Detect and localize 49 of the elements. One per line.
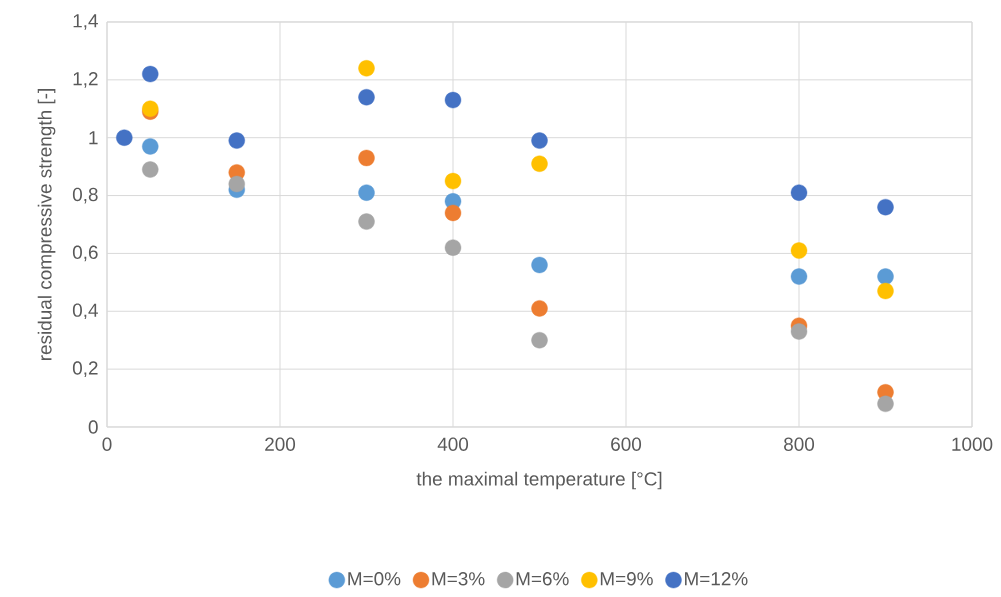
point (142, 138, 159, 155)
y-tick-label: 0,4 (72, 303, 98, 320)
point (877, 268, 894, 285)
x-tick-label: 0 (102, 437, 112, 451)
point (142, 65, 159, 83)
y-tick-label: 0 (88, 420, 98, 434)
point (228, 175, 245, 193)
point (531, 332, 548, 349)
x-tick-label: 200 (265, 437, 296, 451)
legend-label: M=12% (685, 572, 748, 586)
point (444, 204, 462, 222)
point (116, 129, 133, 146)
point (358, 213, 375, 230)
y-tick-label: 1,4 (73, 14, 98, 30)
point (444, 91, 462, 109)
point (790, 268, 808, 285)
point (790, 323, 808, 340)
point (790, 242, 808, 259)
y-tick-label: 1,2 (73, 72, 98, 88)
point (877, 395, 894, 413)
y-tick-label: 1 (89, 131, 98, 145)
point (444, 239, 462, 256)
x-axis-title: the maximal temperature [°C] (416, 471, 662, 490)
x-tick-label: 400 (437, 437, 469, 451)
x-tick-label: 600 (611, 437, 642, 451)
point (877, 282, 894, 300)
legend-label: M=6% (516, 572, 569, 586)
point (142, 161, 159, 178)
legend-label: M=0% (348, 572, 401, 586)
point (531, 300, 548, 317)
point (531, 256, 548, 274)
x-tick-label: 800 (784, 437, 815, 451)
point (877, 198, 894, 216)
legend-label: M=3% (432, 572, 485, 586)
point (358, 60, 375, 77)
y-tick-label: 0,2 (72, 361, 98, 377)
x-tick-label: 1000 (952, 437, 993, 451)
y-tick-label: 0,8 (72, 187, 98, 204)
point (531, 155, 548, 172)
point (444, 172, 462, 190)
point (358, 184, 375, 201)
y-tick-label: 0,6 (72, 245, 98, 262)
legend-label: M=9% (600, 572, 653, 586)
point (358, 149, 375, 167)
point (358, 89, 375, 106)
y-axis-title: residual compressive strength [-] (37, 89, 56, 360)
point (531, 132, 548, 149)
point (790, 184, 808, 201)
point (228, 132, 245, 149)
